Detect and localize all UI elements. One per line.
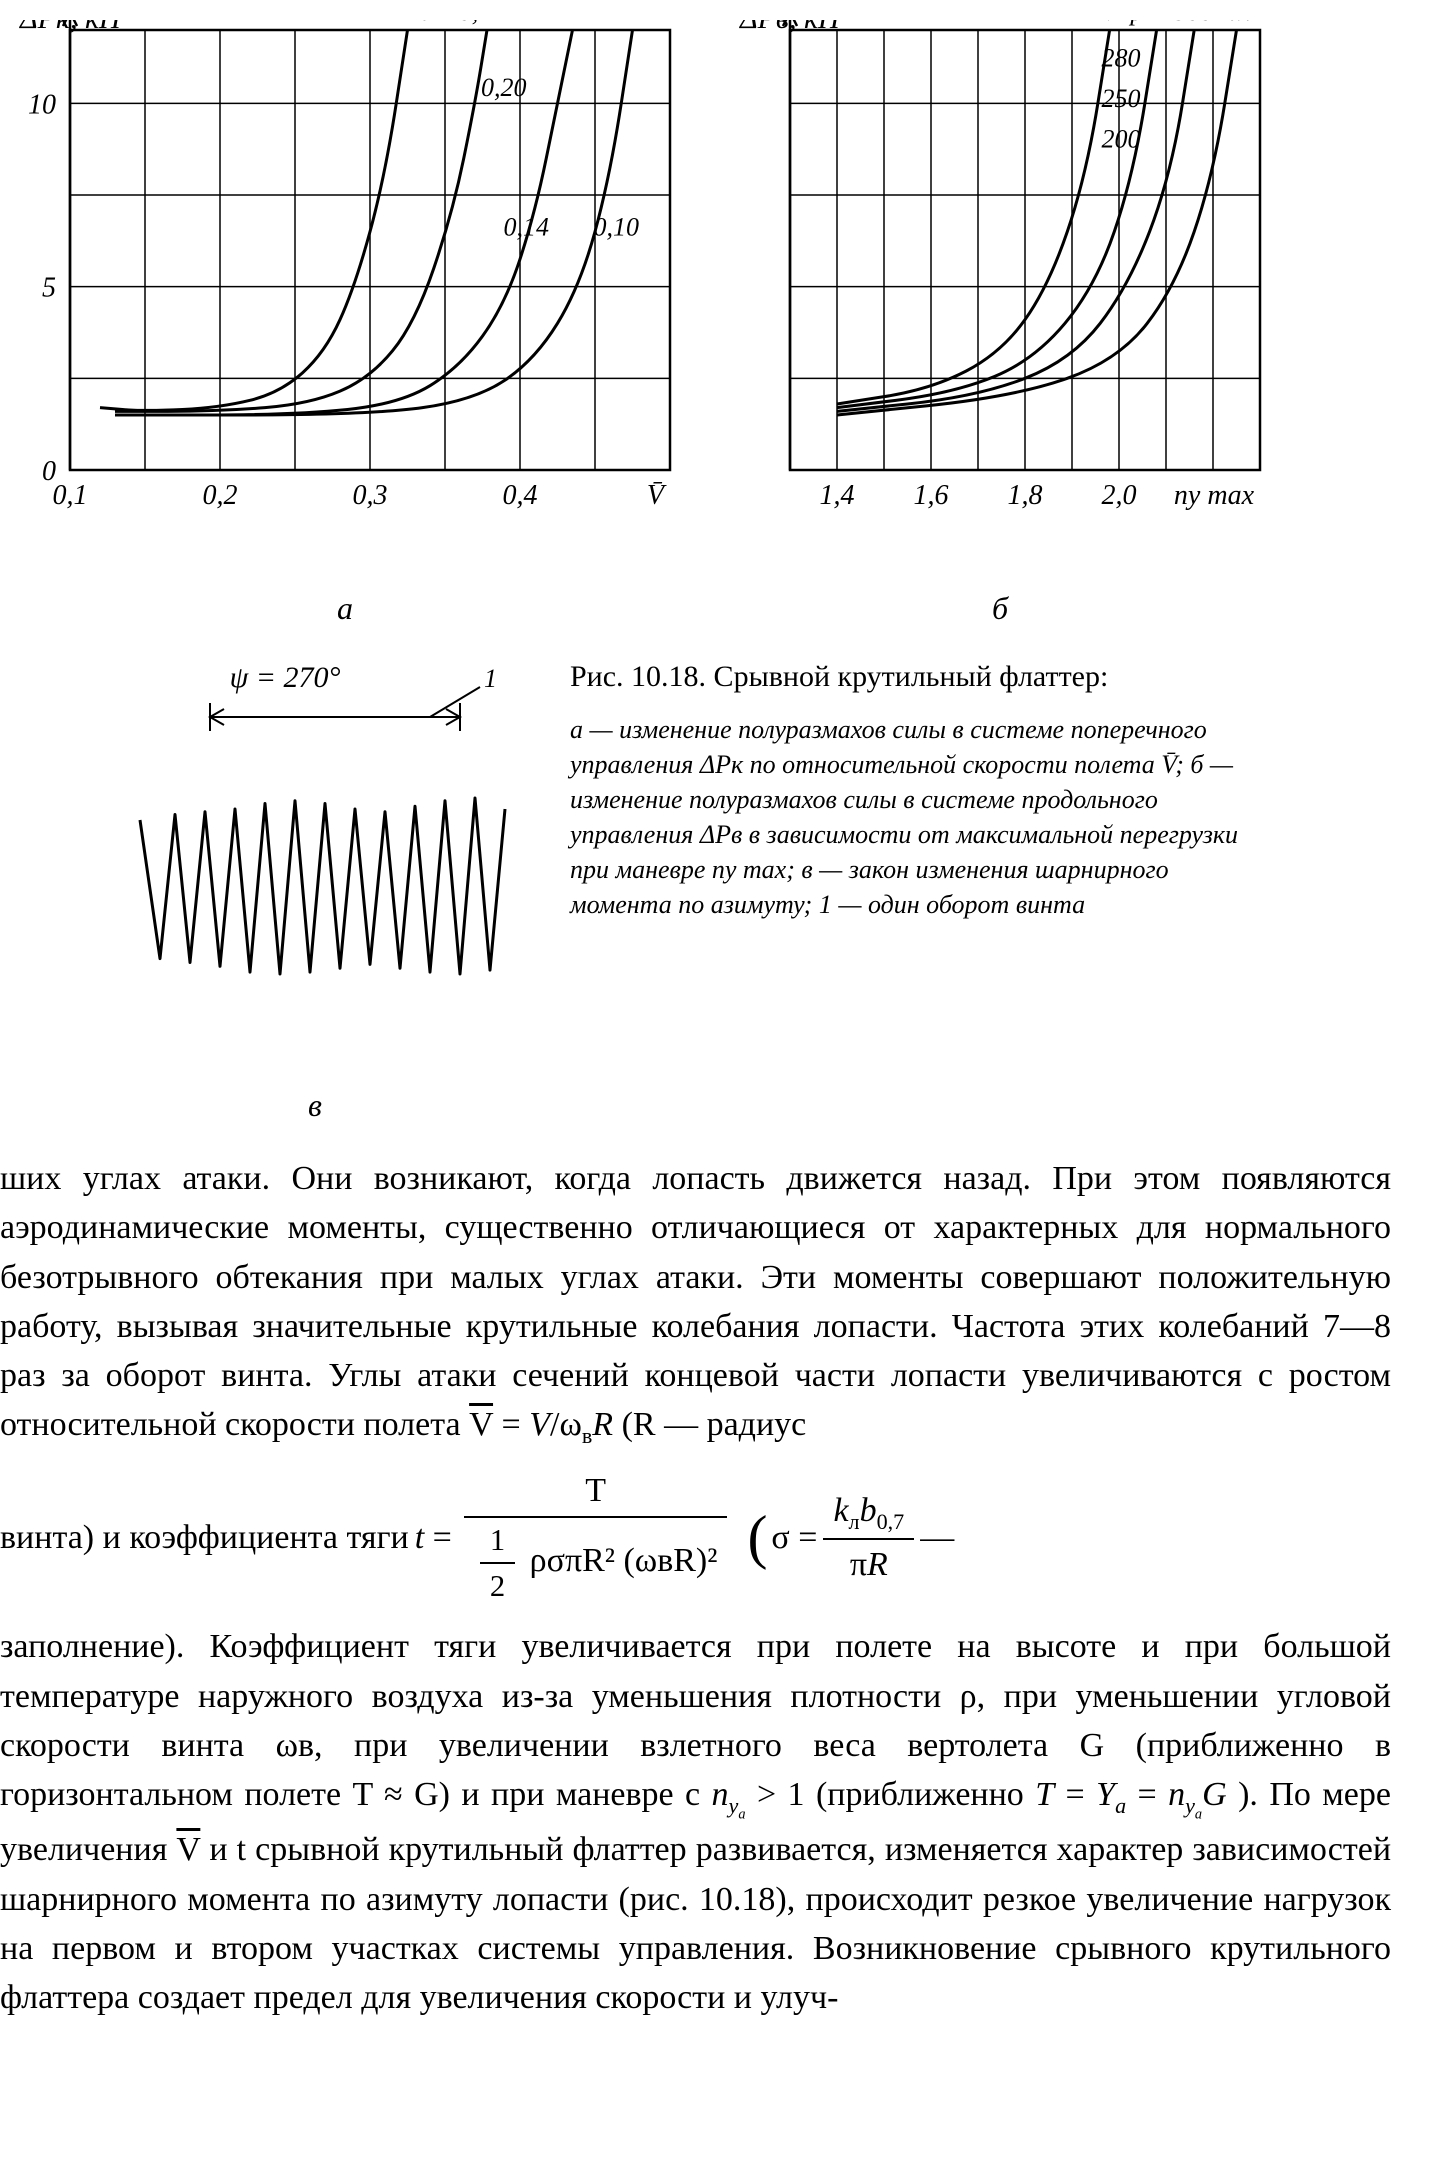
svg-text:5: 5 [42, 273, 56, 304]
p3d: и t срывной крутильный флаттер развивает… [0, 1831, 1391, 2016]
body-text: ших углах атаки. Они возникают, когда ло… [0, 1154, 1411, 2022]
figure-b-sublabel: б [992, 590, 1008, 627]
svg-text:ΔPв, кН: ΔPв, кН [739, 20, 842, 35]
svg-text:1,8: 1,8 [1008, 480, 1043, 511]
svg-text:t = 0,22: t = 0,22 [421, 20, 504, 26]
svg-text:2,0: 2,0 [1102, 480, 1137, 511]
svg-text:ψ = 270°: ψ = 270° [230, 661, 341, 694]
svg-text:280: 280 [1102, 44, 1141, 73]
p1: ших углах атаки. Они возникают, когда ло… [0, 1160, 1391, 1443]
t-num: T [575, 1466, 616, 1515]
t-den-rest: ρσπR² (ωвR)² [530, 1542, 718, 1579]
svg-text:ΔPк, кН: ΔPк, кН [19, 20, 123, 35]
svg-text:0,10: 0,10 [594, 212, 640, 241]
svg-text:V̄: V̄ [647, 480, 667, 511]
vbar-eq: V = V/ωвR [469, 1406, 613, 1443]
svg-text:1: 1 [484, 664, 497, 693]
sigma-num: kлb0,7 [823, 1486, 914, 1538]
svg-text:0,1: 0,1 [53, 480, 88, 511]
caption-title: Рис. 10.18. Срывной крутильный флаттер: [570, 657, 1270, 698]
t-fraction: T 1 2 ρσπR² (ωвR)² [464, 1466, 728, 1608]
figures-second-row: ψ = 270° 1 в Рис. 10.18. Срывной крутильн… [0, 657, 1411, 1124]
nya-gt: nуа > 1 [712, 1776, 805, 1813]
figure-c-sublabel: в [308, 1087, 322, 1124]
caption-body: а — изменение полуразмахов силы в систем… [570, 712, 1270, 923]
svg-text:0,3: 0,3 [353, 480, 388, 511]
svg-text:nу max: nу max [1174, 480, 1255, 511]
figure-c-block: ψ = 270° 1 в [100, 657, 530, 1124]
p1b: (R — радиус [622, 1406, 807, 1443]
svg-text:1,6: 1,6 [914, 480, 949, 511]
sigma-den: πR [840, 1540, 898, 1589]
figures-top-row: t = 0,22 0,20 0,14 0,10 0,1 0,2 0,3 0,4 V̄ 0 5 10 ΔP… [0, 20, 1411, 627]
svg-text:Vпр = 300 км/ч: Vпр = 300 км/ч [1102, 20, 1268, 26]
chart-c: ψ = 270° 1 [100, 657, 530, 1077]
svg-text:1,4: 1,4 [820, 480, 855, 511]
sigma-fraction: kлb0,7 πR [823, 1486, 914, 1589]
page: t = 0,22 0,20 0,14 0,10 0,1 0,2 0,3 0,4 V̄ 0 5 10 ΔP… [0, 0, 1441, 2062]
vbar2: V [176, 1831, 200, 1868]
figure-a-block: t = 0,22 0,20 0,14 0,10 0,1 0,2 0,3 0,4 V̄ 0 5 10 ΔP… [0, 20, 690, 627]
chart-a: t = 0,22 0,20 0,14 0,10 0,1 0,2 0,3 0,4 V̄ 0 5 10 ΔP… [0, 20, 690, 580]
thrust-coeff-line: винта) и коэффициента тяги t = T 1 2 ρσπ… [0, 1466, 1391, 1608]
half-den: 2 [480, 1564, 515, 1608]
svg-text:0: 0 [42, 456, 56, 487]
sigma-trail: — [920, 1513, 954, 1562]
svg-text:200: 200 [1102, 124, 1141, 153]
svg-text:0,4: 0,4 [503, 480, 538, 511]
T-eq: T = Yа = nуаG [1035, 1776, 1226, 1813]
svg-text:0,14: 0,14 [504, 212, 550, 241]
half-num: 1 [480, 1518, 515, 1562]
chart-b: Vпр = 300 км/ч 280 250 200 1,4 1,6 1,8 2,0 nу ma… [720, 20, 1280, 580]
caption-body-text: а — изменение полуразмахов силы в систем… [570, 715, 1238, 919]
figure-b-block: Vпр = 300 км/ч 280 250 200 1,4 1,6 1,8 2,0 nу ma… [720, 20, 1280, 627]
t-den: 1 2 ρσπR² (ωвR)² [464, 1518, 728, 1609]
svg-text:250: 250 [1102, 84, 1141, 113]
svg-text:0,20: 0,20 [481, 73, 527, 102]
figure-a-sublabel: а [337, 590, 353, 627]
p3b: (приближенно [816, 1776, 1035, 1813]
svg-text:10: 10 [28, 89, 56, 120]
p2a: винта) и коэффициента тяги [0, 1513, 409, 1562]
svg-text:0,2: 0,2 [203, 480, 238, 511]
figure-caption: Рис. 10.18. Срывной крутильный флаттер: … [570, 657, 1270, 922]
